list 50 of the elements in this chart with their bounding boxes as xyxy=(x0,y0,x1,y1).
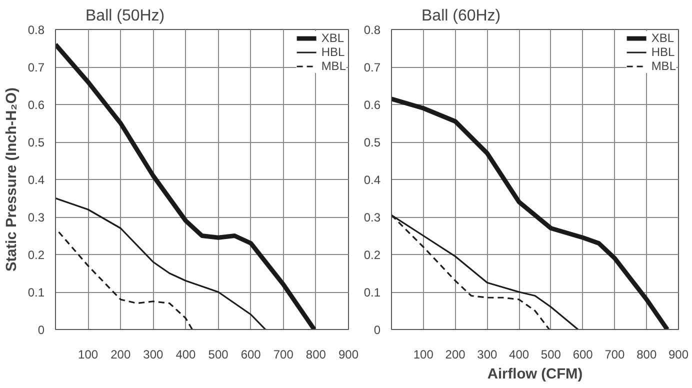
x-tick-label: 100 xyxy=(78,348,98,362)
x-tick-label: 700 xyxy=(273,348,294,362)
y-tick-label: 0.6 xyxy=(28,98,45,112)
x-tick-label: 400 xyxy=(509,348,530,362)
y-tick-label: 0.8 xyxy=(364,23,381,37)
x-tick-label: 800 xyxy=(306,348,326,362)
y-tick-label: 0.7 xyxy=(364,60,381,74)
legend-label: HBL xyxy=(651,45,675,59)
x-tick-label: 800 xyxy=(636,348,657,362)
y-tick-label: 0.3 xyxy=(28,210,45,224)
y-tick-label: 0.4 xyxy=(364,173,381,187)
line-series xyxy=(392,96,670,330)
x-tick-label: 600 xyxy=(572,348,594,362)
x-tick-label: 300 xyxy=(143,348,164,362)
y-tick-label: 0.6 xyxy=(364,98,381,112)
y-tick-label: 0.2 xyxy=(364,248,381,262)
y-tick-label: 0.1 xyxy=(364,286,381,300)
x-tick-label: 300 xyxy=(477,348,498,362)
y-tick-label: 0.2 xyxy=(28,248,45,262)
x-axis-title: Airflow (CFM) xyxy=(487,366,583,382)
x-tick-label: 500 xyxy=(540,348,562,362)
x-tick-label: 200 xyxy=(445,348,466,362)
legend-label: XBL xyxy=(321,31,344,45)
x-tick-label: 600 xyxy=(240,348,262,362)
y-tick-label: 0.5 xyxy=(364,136,381,150)
legend-label: XBL xyxy=(651,31,674,45)
y-tick-label: 0.5 xyxy=(28,136,45,150)
x-tick-label: 100 xyxy=(413,348,434,362)
y-tick-label: 0.8 xyxy=(28,23,45,37)
chart-title: Ball (50Hz) xyxy=(86,8,165,24)
y-tick-label: 0 xyxy=(38,323,45,337)
legend-label: MBL xyxy=(321,59,346,73)
y-tick-label: 0.7 xyxy=(28,60,45,74)
x-tick-label: 700 xyxy=(604,348,626,362)
x-tick-label: 900 xyxy=(668,348,689,362)
y-axis-title: Static Pressure (Inch-H₂O) xyxy=(4,87,20,272)
line-series xyxy=(58,231,194,330)
chart-title: Ball (60Hz) xyxy=(422,8,501,24)
y-tick-label: 0.1 xyxy=(28,286,45,300)
line-series xyxy=(56,197,266,330)
legend-label: MBL xyxy=(651,59,676,73)
y-tick-label: 0.4 xyxy=(28,173,45,187)
y-tick-label: 0.3 xyxy=(364,210,381,224)
legend-label: HBL xyxy=(321,45,345,59)
x-tick-label: 200 xyxy=(110,348,131,362)
x-tick-label: 400 xyxy=(176,348,196,362)
y-tick-label: 0 xyxy=(374,323,381,337)
x-tick-label: 500 xyxy=(208,348,229,362)
line-series xyxy=(56,42,317,330)
x-tick-label: 900 xyxy=(338,348,359,362)
